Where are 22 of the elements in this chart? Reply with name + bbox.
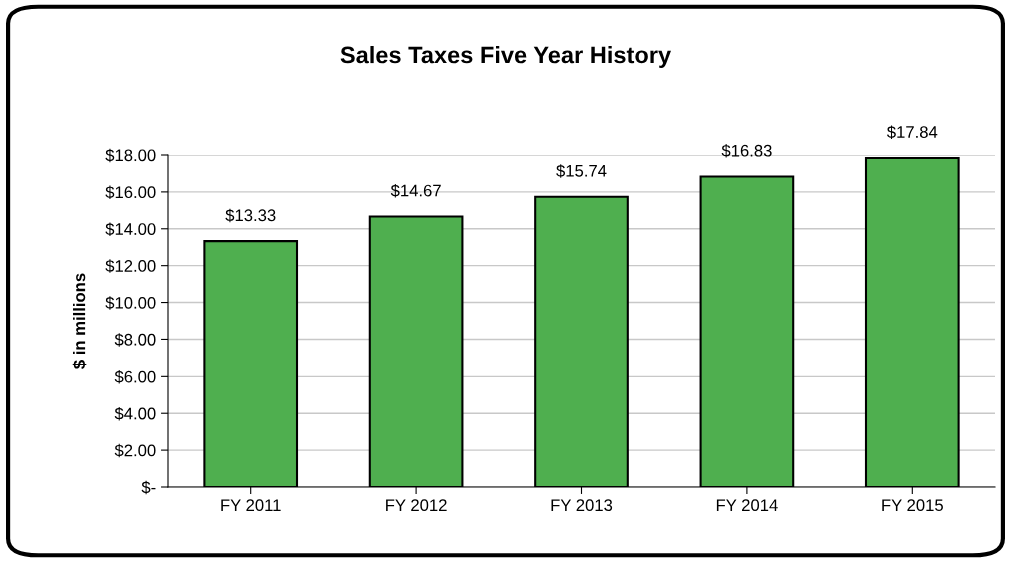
data-label: $17.84 xyxy=(886,125,938,139)
data-label: $16.83 xyxy=(721,144,772,158)
x-tick-label: FY 2011 xyxy=(221,499,281,512)
y-tick-label: $10.00 xyxy=(105,296,156,310)
y-tick-label: $- xyxy=(141,480,156,495)
y-tick-label: $12.00 xyxy=(105,259,156,273)
chart-title: Sales Taxes Five Year History xyxy=(340,46,671,68)
y-tick-label: $2.00 xyxy=(114,443,156,458)
y-tick-label: $14.00 xyxy=(105,222,156,236)
y-tick-label: $18.00 xyxy=(105,148,156,163)
data-label: $15.74 xyxy=(556,164,607,178)
y-tick-label: $16.00 xyxy=(105,185,156,200)
data-label: $13.33 xyxy=(225,208,276,223)
x-tick-label: FY 2012 xyxy=(386,499,447,512)
y-axis-title: $ in millions xyxy=(72,273,87,369)
y-tick-label: $6.00 xyxy=(114,370,156,384)
x-tick-label: FY 2014 xyxy=(716,499,778,512)
data-label: $14.67 xyxy=(390,183,441,198)
x-tick-label: FY 2013 xyxy=(551,499,613,512)
y-tick-label: $8.00 xyxy=(114,333,156,347)
y-tick-label: $4.00 xyxy=(114,406,156,421)
x-tick-label: FY 2015 xyxy=(882,499,943,512)
